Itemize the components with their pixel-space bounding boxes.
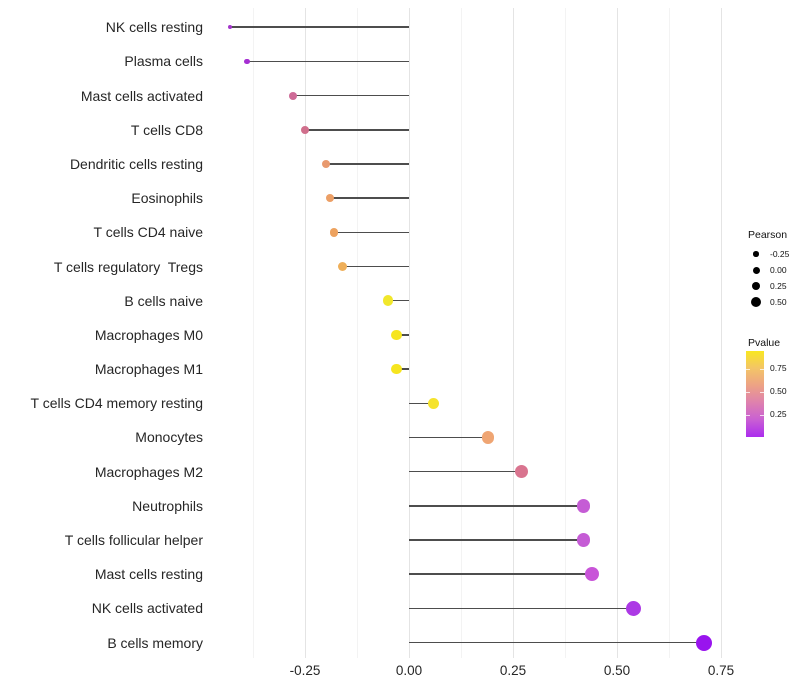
lollipop-dot	[428, 397, 440, 409]
lollipop-dot	[321, 159, 331, 169]
pearson-legend-dot	[752, 266, 760, 274]
y-axis-label: Dendritic cells resting	[69, 155, 203, 172]
pvalue-gradient-bar	[746, 351, 764, 437]
lollipop-stem	[409, 573, 593, 575]
pvalue-bar-tick-left	[746, 414, 750, 416]
pearson-legend-label: 0.50	[770, 296, 787, 307]
y-axis-label: Mast cells activated	[80, 87, 203, 104]
y-axis-label: Eosinophils	[131, 190, 203, 207]
minor-gridline	[356, 8, 358, 658]
lollipop-dot	[325, 193, 335, 203]
lollipop-dot	[585, 567, 600, 582]
lollipop-dot	[301, 125, 309, 134]
y-axis-label: Macrophages M2	[94, 463, 203, 480]
lollipop-dot	[576, 533, 591, 547]
pearson-legend-title: Pearson	[748, 229, 788, 241]
pvalue-bar-tick-right	[760, 368, 764, 370]
pvalue-bar-tick-right	[760, 391, 764, 393]
pearson-legend-label: -0.25	[770, 248, 790, 259]
lollipop-stem	[246, 60, 409, 63]
pvalue-bar-tick-right	[760, 414, 764, 416]
lollipop-stem	[292, 94, 409, 97]
lollipop-stem	[342, 265, 409, 268]
x-axis-tick-label: -0.25	[289, 663, 321, 678]
lollipop-dot	[576, 499, 591, 513]
lollipop-stem	[409, 470, 522, 473]
lollipop-dot	[337, 262, 347, 272]
y-axis-label: Plasma cells	[124, 53, 203, 70]
y-axis-label: T cells CD4 naive	[93, 224, 203, 241]
pvalue-legend-title: Pvalue	[748, 337, 781, 349]
x-axis-tick-label: 0.00	[395, 663, 423, 678]
lollipop-stem	[396, 368, 409, 370]
lollipop-stem	[409, 607, 634, 610]
lollipop-dot	[514, 465, 528, 479]
major-gridline	[616, 8, 618, 658]
major-gridline	[512, 8, 514, 658]
x-axis-tick-label: 0.25	[499, 663, 527, 678]
major-gridline	[720, 8, 722, 658]
lollipop-dot	[329, 228, 339, 237]
y-axis-label: T cells regulatory Tregs	[53, 258, 203, 275]
lollipop-dot	[244, 58, 250, 65]
lollipop-dot	[391, 363, 402, 375]
minor-gridline	[564, 8, 566, 658]
pvalue-legend-label: 0.50	[770, 386, 787, 397]
lollipop-dot	[696, 634, 713, 651]
minor-gridline	[252, 8, 254, 658]
y-axis-label: NK cells resting	[105, 19, 203, 36]
pearson-legend-label: 0.00	[770, 264, 787, 275]
lollipop-stem	[409, 641, 705, 644]
lollipop-stem	[409, 402, 434, 405]
pearson-legend-dot	[753, 251, 759, 257]
pearson-legend-dot	[751, 297, 761, 307]
pearson-legend-label: 0.25	[770, 280, 787, 291]
y-axis-label: B cells naive	[124, 292, 203, 309]
pvalue-bar-tick-left	[746, 391, 750, 393]
lollipop-stem	[329, 197, 409, 199]
lollipop-stem	[325, 163, 409, 165]
x-axis-tick-label: 0.50	[603, 663, 631, 678]
lollipop-dot	[481, 431, 495, 444]
lollipop-dot	[391, 329, 402, 341]
pvalue-legend-label: 0.25	[770, 409, 787, 420]
y-axis-label: B cells memory	[107, 634, 203, 651]
major-gridline	[304, 8, 306, 658]
lollipop-stem	[388, 299, 409, 302]
y-axis-label: T cells follicular helper	[64, 532, 203, 549]
minor-gridline	[460, 8, 462, 658]
lollipop-dot	[382, 295, 394, 306]
y-axis-label: T cells CD4 memory resting	[30, 395, 203, 412]
lollipop-dot	[626, 600, 642, 616]
pearson-legend-dot	[751, 281, 761, 291]
y-axis-label: Macrophages M1	[94, 361, 203, 378]
pvalue-bar-tick-left	[746, 368, 750, 370]
lollipop-stem	[305, 129, 409, 131]
y-axis-label: Monocytes	[135, 429, 203, 446]
y-axis-label: Mast cells resting	[94, 566, 203, 583]
pvalue-legend-label: 0.75	[770, 363, 787, 374]
lollipop-stem	[230, 26, 409, 28]
y-axis-label: Neutrophils	[132, 497, 203, 514]
lollipop-stem	[334, 231, 409, 234]
y-axis-label: T cells CD8	[130, 121, 203, 138]
lollipop-stem	[409, 505, 584, 507]
y-axis-label: NK cells activated	[91, 600, 203, 617]
major-gridline	[408, 8, 410, 658]
lollipop-stem	[409, 436, 489, 439]
lollipop-dot	[288, 91, 297, 100]
lollipop-dot	[227, 24, 233, 30]
lollipop-stem	[396, 334, 409, 336]
y-axis-label: Macrophages M0	[94, 326, 203, 343]
lollipop-stem	[409, 539, 584, 541]
x-axis-tick-label: 0.75	[707, 663, 735, 678]
minor-gridline	[668, 8, 670, 658]
